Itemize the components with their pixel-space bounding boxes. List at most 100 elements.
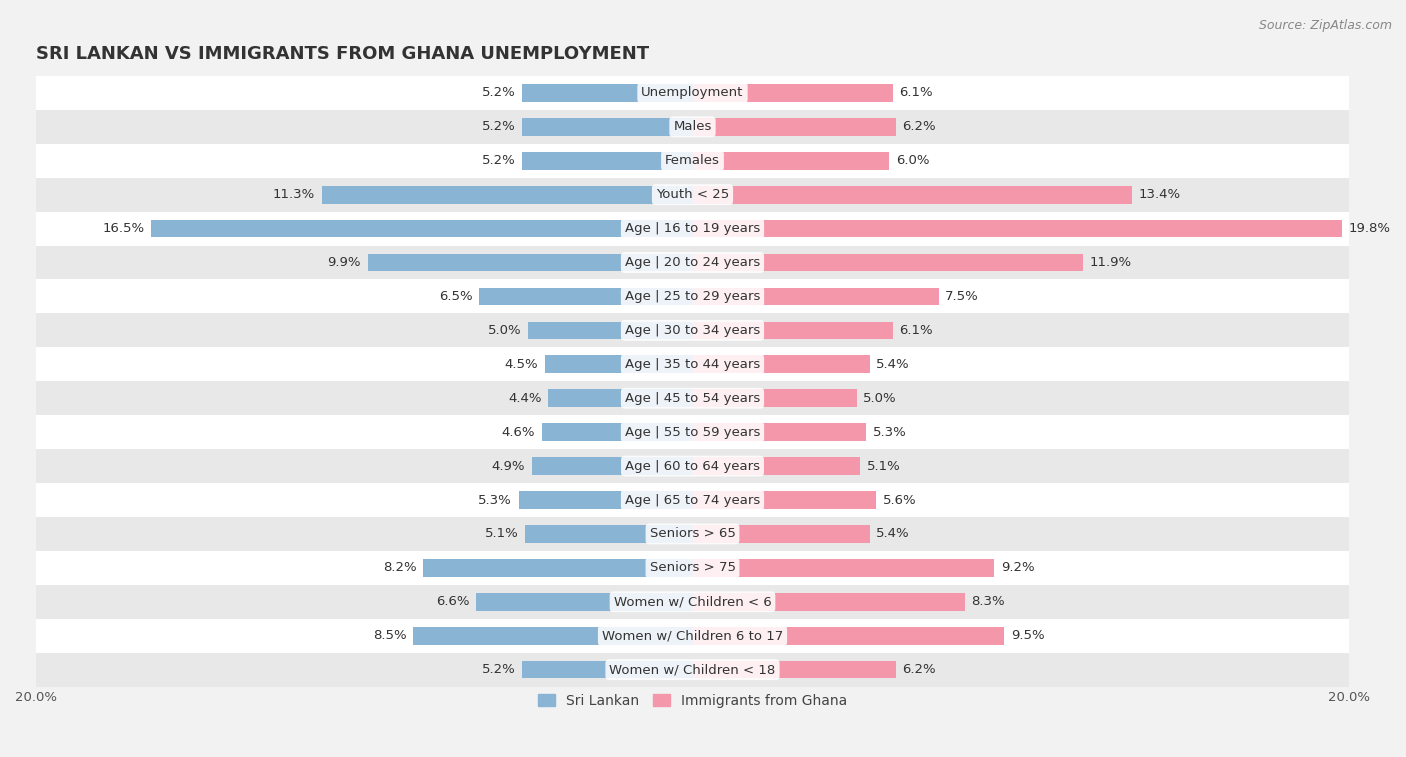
Text: Age | 45 to 54 years: Age | 45 to 54 years bbox=[624, 391, 761, 405]
Legend: Sri Lankan, Immigrants from Ghana: Sri Lankan, Immigrants from Ghana bbox=[533, 688, 852, 713]
Text: 4.4%: 4.4% bbox=[508, 391, 541, 405]
Bar bbox=[423, 559, 693, 577]
Text: Males: Males bbox=[673, 120, 711, 133]
Bar bbox=[693, 423, 866, 441]
Bar bbox=[693, 627, 1004, 644]
Bar bbox=[693, 186, 1132, 204]
Bar bbox=[413, 627, 693, 644]
Bar bbox=[37, 279, 1348, 313]
Bar bbox=[541, 423, 693, 441]
Text: 6.5%: 6.5% bbox=[439, 290, 472, 303]
Bar bbox=[37, 76, 1348, 110]
Bar bbox=[37, 551, 1348, 585]
Bar bbox=[37, 382, 1348, 415]
Text: 5.6%: 5.6% bbox=[883, 494, 917, 506]
Bar bbox=[544, 356, 693, 373]
Bar bbox=[693, 593, 965, 611]
Bar bbox=[475, 593, 693, 611]
Bar bbox=[693, 491, 876, 509]
Text: Age | 25 to 29 years: Age | 25 to 29 years bbox=[624, 290, 761, 303]
Text: 6.2%: 6.2% bbox=[903, 663, 936, 676]
Bar bbox=[37, 585, 1348, 618]
Text: 11.3%: 11.3% bbox=[273, 188, 315, 201]
Text: 8.5%: 8.5% bbox=[374, 629, 406, 642]
Bar bbox=[531, 457, 693, 475]
Text: Women w/ Children < 18: Women w/ Children < 18 bbox=[609, 663, 776, 676]
Text: 6.0%: 6.0% bbox=[896, 154, 929, 167]
Text: 5.1%: 5.1% bbox=[485, 528, 519, 540]
Text: Age | 30 to 34 years: Age | 30 to 34 years bbox=[624, 324, 761, 337]
Bar bbox=[693, 254, 1083, 271]
Bar bbox=[150, 220, 693, 238]
Bar bbox=[479, 288, 693, 305]
Text: Age | 35 to 44 years: Age | 35 to 44 years bbox=[624, 358, 761, 371]
Text: Women w/ Children 6 to 17: Women w/ Children 6 to 17 bbox=[602, 629, 783, 642]
Text: 6.1%: 6.1% bbox=[900, 324, 934, 337]
Text: Age | 20 to 24 years: Age | 20 to 24 years bbox=[624, 256, 761, 269]
Text: Age | 55 to 59 years: Age | 55 to 59 years bbox=[624, 425, 761, 438]
Bar bbox=[693, 661, 896, 678]
Bar bbox=[37, 517, 1348, 551]
Bar bbox=[37, 347, 1348, 382]
Text: 9.9%: 9.9% bbox=[328, 256, 361, 269]
Text: 5.4%: 5.4% bbox=[876, 358, 910, 371]
Text: 9.5%: 9.5% bbox=[1011, 629, 1045, 642]
Bar bbox=[367, 254, 693, 271]
Bar bbox=[693, 118, 896, 136]
Bar bbox=[37, 144, 1348, 178]
Bar bbox=[693, 356, 870, 373]
Text: Unemployment: Unemployment bbox=[641, 86, 744, 99]
Bar bbox=[693, 220, 1343, 238]
Bar bbox=[322, 186, 693, 204]
Bar bbox=[693, 525, 870, 543]
Text: 7.5%: 7.5% bbox=[945, 290, 979, 303]
Text: Women w/ Children < 6: Women w/ Children < 6 bbox=[613, 595, 772, 609]
Bar bbox=[37, 653, 1348, 687]
Text: 13.4%: 13.4% bbox=[1139, 188, 1181, 201]
Text: 5.0%: 5.0% bbox=[863, 391, 897, 405]
Bar bbox=[693, 322, 893, 339]
Text: Youth < 25: Youth < 25 bbox=[655, 188, 730, 201]
Bar bbox=[548, 389, 693, 407]
Text: 4.6%: 4.6% bbox=[502, 425, 534, 438]
Bar bbox=[519, 491, 693, 509]
Text: 6.6%: 6.6% bbox=[436, 595, 470, 609]
Text: 19.8%: 19.8% bbox=[1348, 222, 1391, 235]
Text: 6.2%: 6.2% bbox=[903, 120, 936, 133]
Bar bbox=[37, 449, 1348, 483]
Text: 5.3%: 5.3% bbox=[478, 494, 512, 506]
Text: SRI LANKAN VS IMMIGRANTS FROM GHANA UNEMPLOYMENT: SRI LANKAN VS IMMIGRANTS FROM GHANA UNEM… bbox=[37, 45, 650, 64]
Bar bbox=[693, 389, 856, 407]
Bar bbox=[37, 415, 1348, 449]
Bar bbox=[37, 618, 1348, 653]
Bar bbox=[693, 84, 893, 101]
Text: Age | 60 to 64 years: Age | 60 to 64 years bbox=[626, 459, 761, 472]
Text: 5.2%: 5.2% bbox=[481, 120, 515, 133]
Bar bbox=[37, 483, 1348, 517]
Text: 5.1%: 5.1% bbox=[866, 459, 900, 472]
Text: Age | 16 to 19 years: Age | 16 to 19 years bbox=[624, 222, 761, 235]
Text: Source: ZipAtlas.com: Source: ZipAtlas.com bbox=[1258, 19, 1392, 32]
Text: 11.9%: 11.9% bbox=[1090, 256, 1132, 269]
Bar bbox=[37, 313, 1348, 347]
Text: Age | 65 to 74 years: Age | 65 to 74 years bbox=[624, 494, 761, 506]
Text: 5.0%: 5.0% bbox=[488, 324, 522, 337]
Bar bbox=[693, 559, 994, 577]
Text: 4.9%: 4.9% bbox=[492, 459, 524, 472]
Bar bbox=[37, 212, 1348, 245]
Bar bbox=[524, 525, 693, 543]
Text: 16.5%: 16.5% bbox=[103, 222, 145, 235]
Bar bbox=[522, 152, 693, 170]
Bar bbox=[37, 178, 1348, 212]
Text: 5.2%: 5.2% bbox=[481, 86, 515, 99]
Text: 9.2%: 9.2% bbox=[1001, 562, 1035, 575]
Text: Females: Females bbox=[665, 154, 720, 167]
Bar bbox=[693, 288, 939, 305]
Text: 5.4%: 5.4% bbox=[876, 528, 910, 540]
Text: 5.2%: 5.2% bbox=[481, 663, 515, 676]
Bar bbox=[693, 152, 890, 170]
Text: 8.3%: 8.3% bbox=[972, 595, 1005, 609]
Text: Seniors > 75: Seniors > 75 bbox=[650, 562, 735, 575]
Text: 5.2%: 5.2% bbox=[481, 154, 515, 167]
Bar bbox=[522, 661, 693, 678]
